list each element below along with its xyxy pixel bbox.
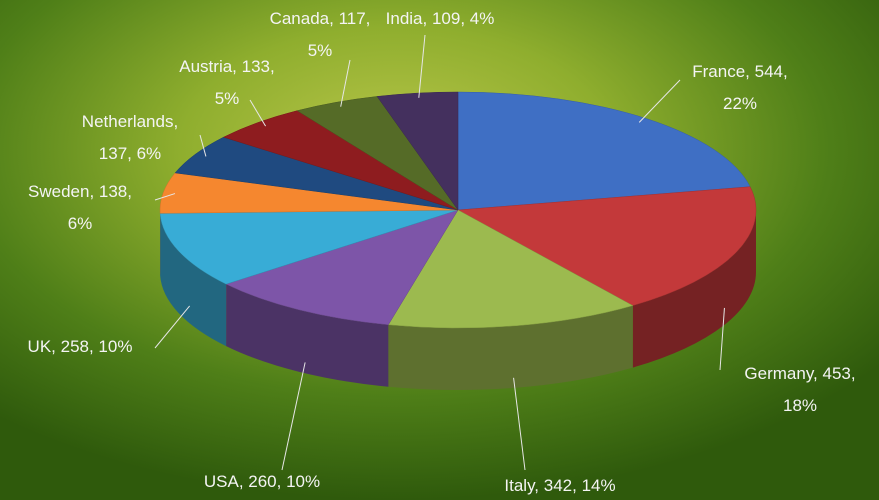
data-label: UK, 258, 10% [28,337,133,356]
data-label-line: 5% [215,89,240,108]
data-label: Austria, 133, 5% [179,57,274,108]
slice-side [632,210,756,368]
data-label-line: Italy, 342, 14% [504,476,615,495]
data-label-line: 5% [308,41,333,60]
leader-line [154,305,191,349]
slice-side [388,305,633,390]
data-label-line: Netherlands, [82,112,178,131]
data-label: India, 109, 4% [386,9,495,28]
data-label-line: 6% [68,214,93,233]
leader-line [638,79,681,123]
leader-line [281,362,306,471]
data-label-line: USA, 260, 10% [204,472,320,491]
slice-side [226,284,389,387]
leader-line [513,377,526,471]
data-label: Italy, 342, 14% [504,476,615,495]
data-label-line: Canada, 117, [270,9,371,28]
data-label-line: 18% [783,396,817,415]
data-label: USA, 260, 10% [204,472,320,491]
data-label-line: Austria, 133, [179,57,274,76]
slice [457,186,757,306]
slice [387,209,634,329]
slice [457,91,751,211]
slice [225,209,459,325]
data-label-line: Germany, 453, [744,364,855,383]
data-label-line: France, 544, [692,62,787,81]
slice-side [160,213,227,347]
leader-line [418,34,426,98]
leader-line [199,134,207,157]
data-label-line: India, 109, 4% [386,9,495,28]
data-label: Sweden, 138, 6% [28,182,132,233]
data-label: Canada, 117, 5% [270,9,371,60]
slice [376,91,459,211]
data-label-line: 137, 6% [99,144,161,163]
leader-line [340,59,351,107]
leader-line [719,307,725,371]
data-label-line: 22% [723,94,757,113]
data-label: Netherlands, 137, 6% [82,112,178,163]
data-label: France, 544, 22% [692,62,787,113]
data-label: Germany, 453, 18% [744,364,855,415]
leader-line [154,193,176,201]
leader-line [249,99,266,127]
slice [159,209,459,285]
data-label-line: Sweden, 138, [28,182,132,201]
data-label-line: UK, 258, 10% [28,337,133,356]
